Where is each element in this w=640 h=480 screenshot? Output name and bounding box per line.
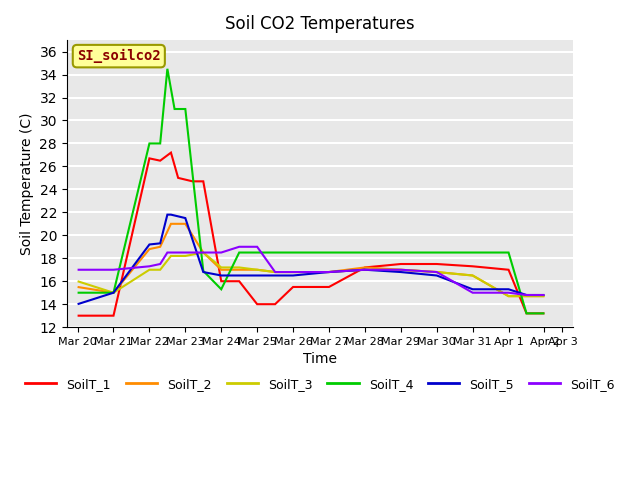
X-axis label: Time: Time: [303, 352, 337, 366]
Text: SI_soilco2: SI_soilco2: [77, 49, 161, 63]
Title: Soil CO2 Temperatures: Soil CO2 Temperatures: [225, 15, 415, 33]
Y-axis label: Soil Temperature (C): Soil Temperature (C): [20, 112, 34, 255]
Legend: SoilT_1, SoilT_2, SoilT_3, SoilT_4, SoilT_5, SoilT_6: SoilT_1, SoilT_2, SoilT_3, SoilT_4, Soil…: [20, 372, 620, 396]
